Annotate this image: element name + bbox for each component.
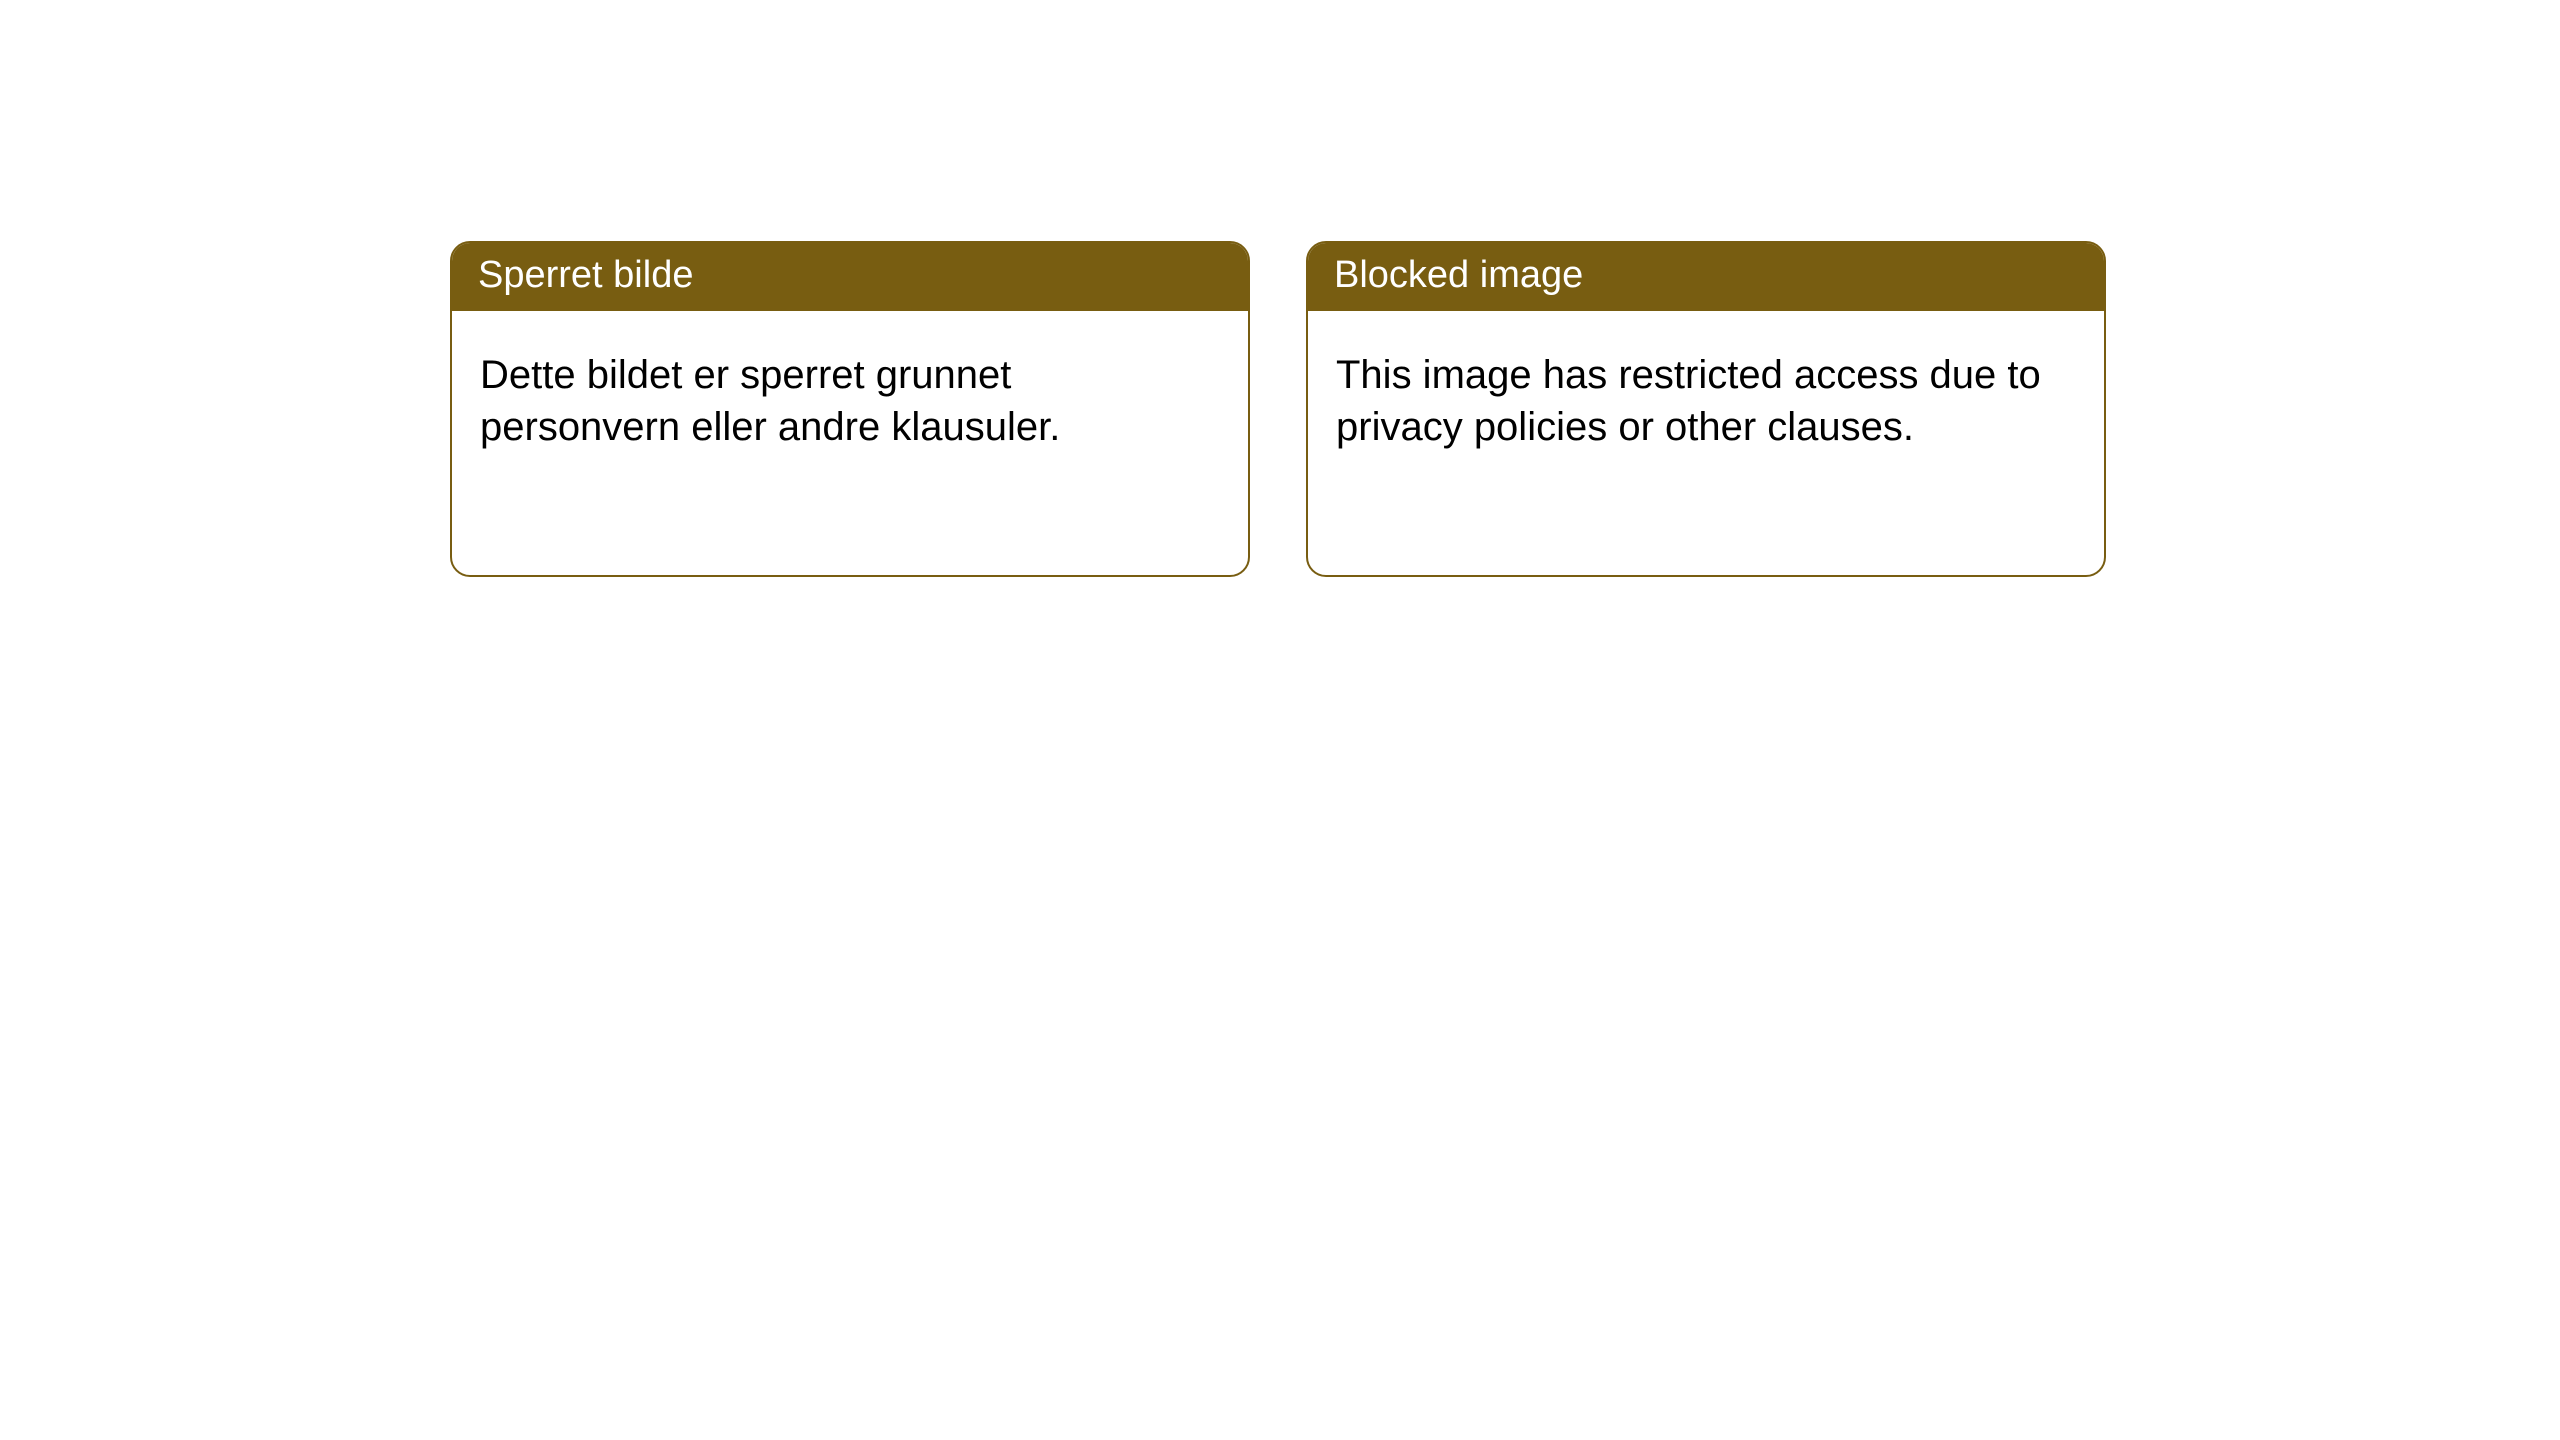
card-body: Dette bildet er sperret grunnet personve… [452, 311, 1248, 491]
card-body: This image has restricted access due to … [1308, 311, 2104, 491]
card-header: Blocked image [1308, 243, 2104, 311]
card-title: Blocked image [1334, 254, 1583, 296]
card-body-text: Dette bildet er sperret grunnet personve… [480, 353, 1060, 449]
card-header: Sperret bilde [452, 243, 1248, 311]
notice-card-norwegian: Sperret bilde Dette bildet er sperret gr… [450, 241, 1250, 577]
card-body-text: This image has restricted access due to … [1336, 353, 2041, 449]
notice-container: Sperret bilde Dette bildet er sperret gr… [450, 241, 2106, 577]
notice-card-english: Blocked image This image has restricted … [1306, 241, 2106, 577]
card-title: Sperret bilde [478, 254, 693, 296]
